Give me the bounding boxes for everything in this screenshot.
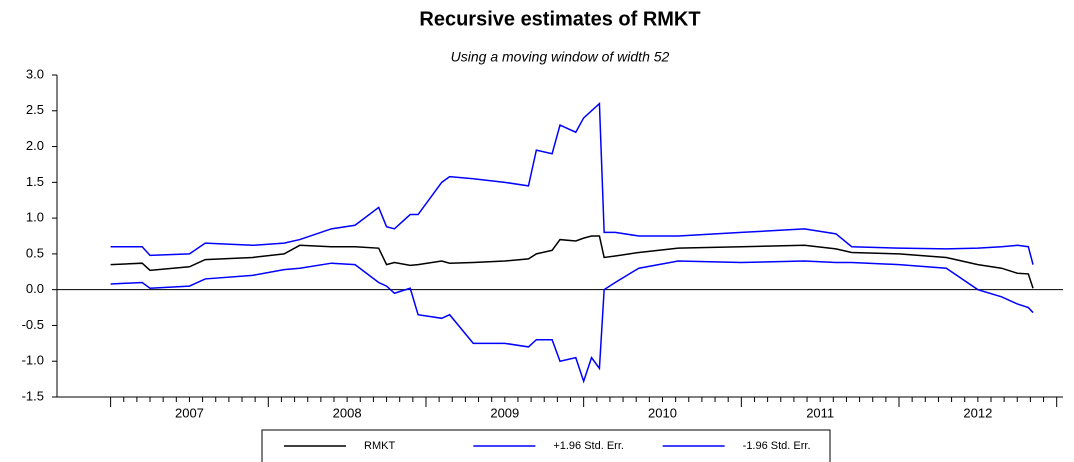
x-tick-label: 2007 xyxy=(175,405,204,420)
x-tick-label: 2008 xyxy=(333,405,362,420)
y-tick-label: 0.5 xyxy=(26,245,44,260)
chart-title: Recursive estimates of RMKT xyxy=(419,8,700,30)
x-tick-label: 2010 xyxy=(648,405,677,420)
legend-label: +1.96 Std. Err. xyxy=(553,440,624,452)
y-tick-label: -1.5 xyxy=(22,388,44,403)
y-tick-label: 3.0 xyxy=(26,66,44,81)
y-tick-label: 0.0 xyxy=(26,281,44,296)
x-tick-label: 2012 xyxy=(963,405,992,420)
legend-label: -1.96 Std. Err. xyxy=(743,440,811,452)
x-tick-label: 2009 xyxy=(490,405,519,420)
chart-subtitle: Using a moving window of width 52 xyxy=(451,49,670,65)
series-line xyxy=(110,260,1034,384)
y-tick-label: -1.0 xyxy=(22,353,44,368)
x-tick-label: 2011 xyxy=(806,405,834,420)
series-line xyxy=(110,235,1034,289)
legend-label: RMKT xyxy=(364,440,395,452)
series-line xyxy=(110,101,1034,265)
y-tick-label: -0.5 xyxy=(22,317,44,332)
y-tick-label: 2.0 xyxy=(26,138,44,153)
y-tick-label: 1.5 xyxy=(26,174,44,189)
y-tick-label: 2.5 xyxy=(26,102,44,117)
legend-box xyxy=(261,429,831,462)
y-tick-label: 1.0 xyxy=(26,210,44,225)
